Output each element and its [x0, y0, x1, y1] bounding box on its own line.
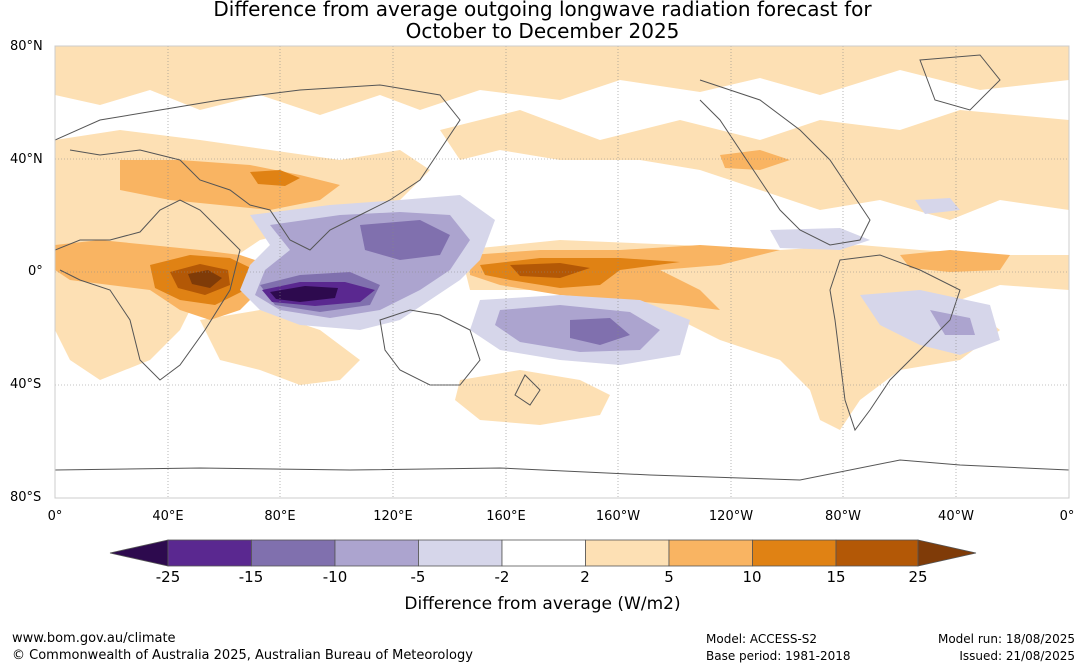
- lat-label: 80°N: [10, 39, 43, 54]
- colorbar-segment: [917, 539, 977, 567]
- colorbar-tick: -25: [155, 568, 181, 586]
- colorbar-segment: [167, 539, 252, 567]
- positive-anomaly-region: [720, 150, 790, 170]
- positive-anomaly-region: [510, 263, 590, 278]
- lat-label: 40°N: [10, 152, 43, 167]
- positive-anomaly-region: [55, 46, 1069, 115]
- base-period: Base period: 1981-2018: [706, 649, 851, 663]
- lon-label: 120°W: [708, 509, 754, 524]
- colorbar-segment: [109, 539, 169, 567]
- coastline-africa: [55, 199, 241, 381]
- colorbar-segment: [251, 539, 336, 567]
- coastline-eurasia: [55, 84, 461, 251]
- negative-anomaly-region: [570, 318, 630, 345]
- positive-anomaly-region: [455, 370, 610, 425]
- copyright-text: © Commonwealth of Australia 2025, Austra…: [12, 648, 473, 663]
- map-frame: [54, 45, 1070, 499]
- colorbar-tick: -2: [494, 568, 510, 586]
- lon-label: 80°E: [264, 509, 296, 524]
- model-name: Model: ACCESS-S2: [706, 632, 818, 646]
- lat-label: 80°S: [10, 490, 42, 505]
- lon-label: 40°W: [938, 509, 974, 524]
- coastlines: [55, 54, 1069, 481]
- negative-anomaly-region: [270, 286, 338, 302]
- colorbar-label: Difference from average (W/m2): [404, 594, 681, 614]
- lon-label: 0°: [1059, 509, 1075, 524]
- colorbar-segment: [501, 539, 586, 567]
- anomaly-fields: [55, 46, 1069, 481]
- positive-anomaly-region: [250, 170, 300, 186]
- issued-date: Issued: 21/08/2025: [959, 649, 1075, 663]
- coastline-australia: [379, 309, 481, 386]
- coastline-south-america: [829, 254, 961, 432]
- lat-label: 0°: [28, 264, 43, 279]
- lon-label: 120°E: [373, 509, 413, 524]
- coastline-antarctica: [55, 459, 1069, 481]
- colorbar-tick: 15: [826, 568, 846, 586]
- lon-label: 160°W: [595, 509, 641, 524]
- map-title-line-2: October to December 2025: [405, 19, 680, 43]
- colorbar-tick: -10: [322, 568, 348, 586]
- negative-anomaly-region: [360, 220, 450, 260]
- lon-label: 160°E: [486, 509, 526, 524]
- positive-anomaly-region: [188, 270, 222, 288]
- positive-anomaly-region: [900, 250, 1010, 272]
- website-link[interactable]: www.bom.gov.au/climate: [12, 631, 176, 646]
- colorbar-segment: [835, 539, 919, 567]
- colorbar-segment: [418, 539, 503, 567]
- colorbar-tick: 25: [908, 568, 928, 586]
- colorbar-segment: [668, 539, 753, 567]
- lon-label: 80°W: [825, 509, 861, 524]
- gridlines: [55, 46, 1069, 498]
- colorbar-tick: 10: [742, 568, 762, 586]
- map-title-line-1: Difference from average outgoing longwav…: [213, 0, 872, 21]
- colorbar-tick: -5: [410, 568, 426, 586]
- model-run-date: Model run: 18/08/2025: [937, 632, 1075, 646]
- colorbar-segment: [752, 539, 837, 567]
- colorbar-tick: -15: [238, 568, 264, 586]
- negative-anomaly-region: [860, 290, 1000, 355]
- coastline-greenland: [919, 54, 1001, 111]
- colorbar-segment: [585, 539, 670, 567]
- lat-label: 40°S: [10, 377, 42, 392]
- colorbar-segment: [334, 539, 419, 567]
- positive-anomaly-region: [200, 310, 360, 385]
- negative-anomaly-region: [770, 228, 870, 250]
- coastline-north-america: [699, 79, 871, 246]
- colorbar-tick: 2: [580, 568, 590, 586]
- colorbar-tick: 5: [664, 568, 674, 586]
- lon-label: 40°E: [152, 509, 184, 524]
- negative-anomaly-region: [915, 198, 960, 214]
- lon-label: 0°: [47, 509, 63, 524]
